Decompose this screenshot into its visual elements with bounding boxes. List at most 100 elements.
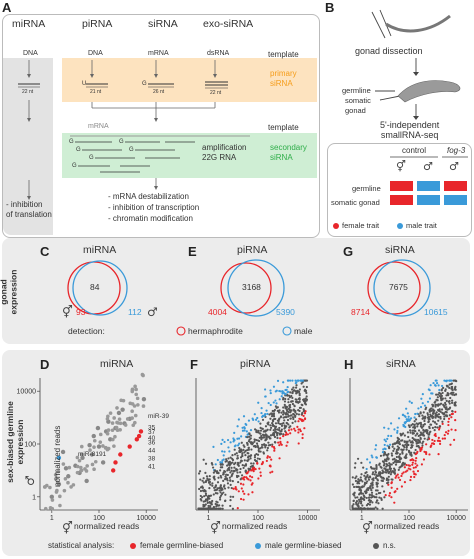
scatter-H-point: [365, 504, 369, 507]
scatter-H-point: [427, 436, 430, 439]
scatter-H-point: [390, 471, 393, 474]
scatter-H-point: [361, 480, 364, 483]
venn-g-overlap: 7675: [389, 282, 408, 292]
scatter-F-point: [241, 452, 244, 455]
scatter-F-point: [231, 461, 234, 464]
scatter-F-point: [219, 491, 222, 494]
scatter-H-point: [412, 470, 415, 473]
amplification-label: amplification 22G RNA: [202, 143, 247, 162]
scatter-F-point: [267, 421, 270, 424]
scatter-F-point: [197, 472, 201, 475]
scatter-H-point: [377, 502, 380, 505]
scatter-F-point: [271, 445, 274, 448]
scatter-H-point: [370, 491, 374, 494]
scatter-F-point: [266, 412, 269, 416]
scatter-F-point: [253, 413, 256, 416]
scatter-D-point: [92, 438, 97, 443]
scatter-F-point: [287, 401, 290, 404]
scatter-F-point: [215, 470, 218, 473]
scatter-F-point: [243, 459, 246, 462]
scatter-F-point: [247, 419, 251, 422]
scatter-H-point: [354, 476, 357, 480]
scatter-F-point: [256, 445, 259, 448]
scatter-F-point: [293, 413, 296, 416]
scatter-H-point: [419, 405, 423, 409]
scatter-F-point: [296, 379, 299, 382]
scatter-D-point: [105, 417, 110, 421]
scatter-F-point: [272, 429, 275, 432]
scatter-D-point: [75, 464, 80, 469]
scatter-F-point: [211, 484, 214, 487]
scatter-F-point: [261, 415, 264, 418]
scatter-D-point: [77, 458, 82, 463]
scatter-H-point: [417, 445, 420, 448]
scatter-F-point: [238, 446, 241, 450]
scatter-F-point: [274, 399, 277, 402]
venn-e-herm-circle: [220, 262, 272, 314]
scatter-H-point: [420, 463, 423, 466]
scatter-F-point: [261, 427, 264, 430]
scatter-F-point: [201, 479, 204, 482]
scatter-F-point: [212, 471, 215, 474]
scatter-D-point: [54, 490, 59, 494]
male-legend-dot: [397, 223, 403, 229]
primary-sirna-label: primary siRNA: [270, 69, 297, 88]
scatter-F-point: [221, 488, 224, 491]
scatter-H-point: [370, 454, 373, 457]
scatter-F-point: [236, 461, 240, 465]
scatter-D-point: [108, 411, 113, 415]
scatter-F-point: [269, 471, 272, 474]
scatter-F-point: [247, 446, 250, 449]
scatter-F-point: [284, 393, 287, 396]
scatter-H-point: [444, 403, 447, 406]
scatter-H-point: [401, 472, 404, 475]
scatter-F-point: [208, 506, 212, 510]
scatter-H-point: [381, 485, 384, 488]
col-exo-sirna: exo-siRNA: [203, 18, 254, 30]
scatter-F-point: [261, 443, 264, 446]
scatter-H-point: [388, 494, 391, 497]
scatter-D-point: [50, 498, 55, 502]
scatter-F-point: [231, 507, 235, 510]
scatter-F-point: [278, 398, 281, 401]
scatter-F-point: [266, 456, 269, 459]
scatter-H-point: [354, 496, 357, 499]
scatter-D-point: [112, 444, 116, 448]
scatter-D-point: [130, 402, 135, 406]
scatter-H-point: [411, 461, 414, 464]
scatter-H-point: [434, 416, 437, 419]
scatter-F-point: [228, 468, 231, 472]
col-mirna: miRNA: [12, 18, 46, 30]
scatter-H-point: [413, 475, 416, 479]
scatter-H-point: [381, 479, 385, 483]
scatter-H-point: [383, 426, 386, 429]
scatter-F-point: [302, 410, 305, 413]
scatter-F-point: [212, 476, 215, 479]
scatter-H-point: [387, 483, 390, 486]
scatter-F-point: [278, 432, 281, 435]
scatter-F-point: [240, 459, 243, 462]
scatter-F-point: [297, 409, 300, 412]
svg-text:♂: ♂: [23, 475, 37, 486]
scatter-D-point: [113, 460, 118, 465]
scatter-F-point: [293, 427, 296, 430]
scatter-D-point: [120, 407, 125, 412]
scatter-H-point: [426, 438, 429, 441]
scatter-F-point: [222, 454, 225, 457]
scatter-H-point: [388, 464, 391, 467]
scatter-H-point: [401, 413, 404, 417]
scatter-F-point: [298, 388, 301, 391]
scatter-F-point: [261, 418, 265, 421]
scatter-H-point: [370, 467, 373, 470]
scatter-H-point: [405, 418, 408, 421]
scatter-F-point: [274, 417, 277, 421]
scatter-F-point: [298, 400, 301, 404]
scatter-H-point: [439, 415, 442, 419]
scatter-D-point: [61, 462, 66, 466]
scatter-H-point: [416, 464, 419, 467]
scatter-D-point: [79, 468, 83, 473]
scatter-F-point: [287, 429, 291, 432]
scatter-H-point: [351, 505, 354, 509]
scatter-F-point: [249, 465, 252, 468]
scatter-F-point: [291, 416, 295, 419]
